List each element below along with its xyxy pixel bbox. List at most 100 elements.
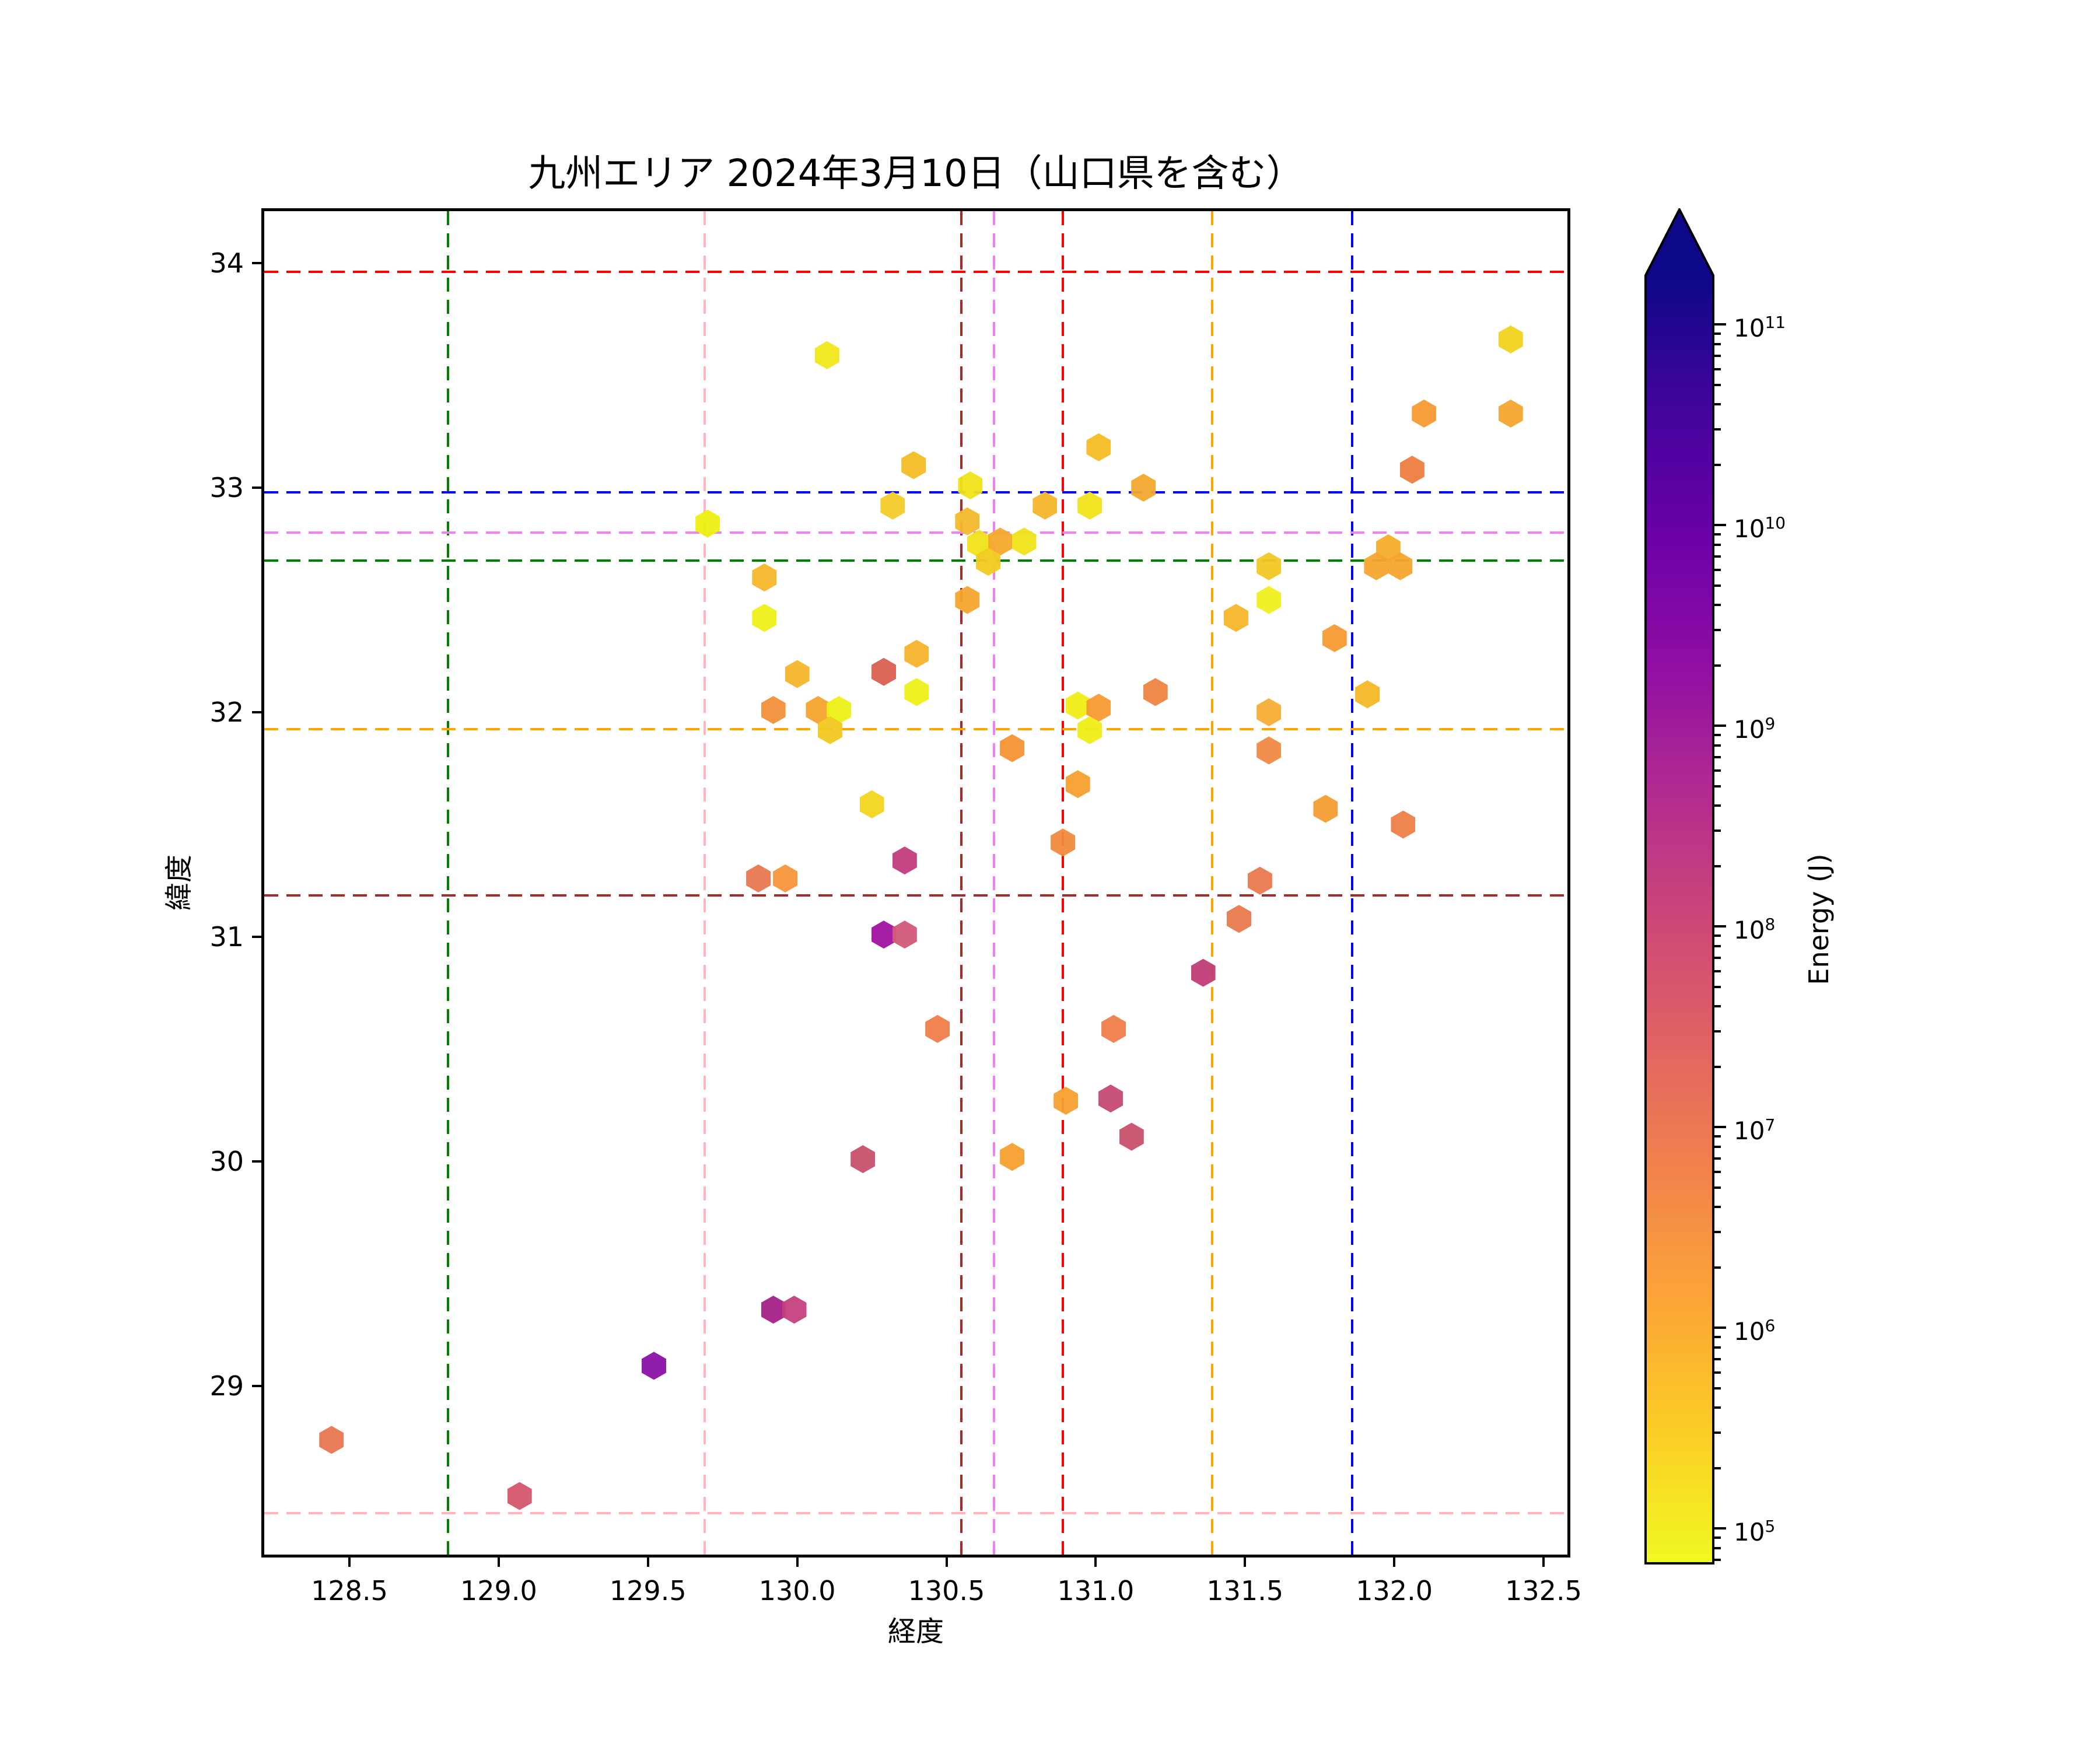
reference-line-vertical	[960, 211, 963, 1555]
colorbar-minor-tick	[1713, 744, 1721, 747]
colorbar-tick	[1713, 323, 1726, 326]
x-tick-label: 131.5	[1206, 1575, 1284, 1606]
colorbar-minor-tick	[1713, 1030, 1721, 1033]
colorbar-minor-tick	[1713, 342, 1721, 345]
y-tick-label: 30	[209, 1146, 244, 1177]
data-point	[1498, 325, 1523, 354]
data-point	[1032, 491, 1058, 520]
data-point	[925, 1014, 950, 1043]
data-point	[1086, 433, 1111, 461]
y-tick	[252, 262, 261, 264]
data-point	[1364, 552, 1389, 580]
colorbar-minor-tick	[1713, 533, 1721, 536]
colorbar-label: Energy (J)	[1803, 853, 1835, 985]
x-tick-label: 131.0	[1057, 1575, 1135, 1606]
colorbar-minor-tick	[1713, 1432, 1721, 1434]
colorbar-minor-tick	[1713, 403, 1721, 406]
colorbar-minor-tick	[1713, 1145, 1721, 1148]
colorbar-minor-tick	[1713, 785, 1721, 788]
x-tick	[1094, 1558, 1097, 1567]
data-point	[1098, 1084, 1123, 1113]
colorbar-tick-label: 108	[1734, 915, 1776, 944]
colorbar-tick	[1713, 1527, 1726, 1530]
x-tick	[796, 1558, 799, 1567]
data-point	[892, 846, 917, 875]
colorbar-tick-label: 1010	[1734, 513, 1786, 543]
data-point	[958, 471, 983, 500]
x-tick-label: 132.5	[1505, 1575, 1582, 1606]
colorbar-tick	[1713, 1126, 1726, 1128]
colorbar-minor-tick	[1713, 1558, 1721, 1561]
colorbar-minor-tick	[1713, 769, 1721, 772]
y-tick	[252, 936, 261, 938]
reference-line-horizontal	[264, 271, 1567, 274]
reference-line-horizontal	[264, 894, 1567, 897]
colorbar-minor-tick	[1713, 664, 1721, 667]
data-point	[1256, 586, 1282, 614]
reference-line-vertical	[703, 211, 706, 1555]
reference-line-horizontal	[264, 491, 1567, 494]
data-point	[752, 564, 777, 592]
data-point	[955, 507, 980, 536]
data-point	[872, 921, 897, 949]
data-point	[507, 1482, 532, 1510]
y-tick-label: 32	[209, 696, 244, 728]
data-point	[1322, 624, 1347, 652]
colorbar-minor-tick	[1713, 1357, 1721, 1360]
x-tick-label: 130.0	[758, 1575, 836, 1606]
colorbar-minor-tick	[1713, 428, 1721, 431]
data-point	[872, 657, 897, 686]
colorbar-minor-tick	[1713, 1336, 1721, 1339]
data-point	[1000, 1143, 1025, 1171]
colorbar-minor-tick	[1713, 368, 1721, 370]
data-point	[1227, 905, 1251, 933]
y-axis-label: 緯度	[163, 854, 195, 911]
colorbar-minor-tick	[1713, 629, 1721, 632]
colorbar	[1644, 208, 1714, 1564]
colorbar-minor-tick	[1713, 944, 1721, 947]
colorbar-minor-tick	[1713, 1065, 1721, 1068]
data-point	[1247, 866, 1272, 895]
x-tick	[1244, 1558, 1247, 1567]
data-point	[1355, 680, 1380, 709]
colorbar-minor-tick	[1713, 1466, 1721, 1469]
data-point	[695, 509, 720, 538]
y-tick-label: 31	[209, 921, 244, 953]
colorbar-tick-label: 107	[1734, 1115, 1776, 1145]
data-point	[904, 639, 929, 668]
colorbar-minor-tick	[1713, 1170, 1721, 1173]
data-point	[319, 1426, 344, 1454]
y-tick-label: 29	[209, 1370, 244, 1402]
data-point	[746, 864, 771, 892]
data-point	[1256, 698, 1282, 726]
colorbar-minor-tick	[1713, 755, 1721, 758]
colorbar-minor-tick	[1713, 734, 1721, 737]
x-tick-label: 132.0	[1356, 1575, 1433, 1606]
colorbar-minor-tick	[1713, 830, 1721, 832]
y-tick	[252, 711, 261, 713]
data-point	[1391, 810, 1416, 839]
data-point	[976, 548, 1001, 576]
data-point	[901, 451, 926, 480]
colorbar-minor-tick	[1713, 568, 1721, 571]
colorbar-minor-tick	[1713, 1135, 1721, 1138]
y-tick	[252, 487, 261, 489]
data-point	[955, 586, 980, 614]
colorbar-minor-tick	[1713, 463, 1721, 466]
data-point	[1388, 552, 1413, 580]
data-point	[1065, 691, 1090, 720]
reference-line-vertical	[993, 211, 996, 1555]
colorbar-minor-tick	[1713, 1231, 1721, 1234]
colorbar-bar	[1644, 208, 1714, 1564]
colorbar-minor-tick	[1713, 332, 1721, 335]
y-tick	[252, 1160, 261, 1163]
colorbar-minor-tick	[1713, 1346, 1721, 1349]
data-point	[1131, 474, 1156, 502]
colorbar-minor-tick	[1713, 1206, 1721, 1209]
colorbar-minor-tick	[1713, 1157, 1721, 1160]
data-point	[785, 660, 810, 688]
colorbar-tick	[1713, 524, 1726, 526]
colorbar-minor-tick	[1713, 1005, 1721, 1008]
colorbar-minor-tick	[1713, 1406, 1721, 1409]
